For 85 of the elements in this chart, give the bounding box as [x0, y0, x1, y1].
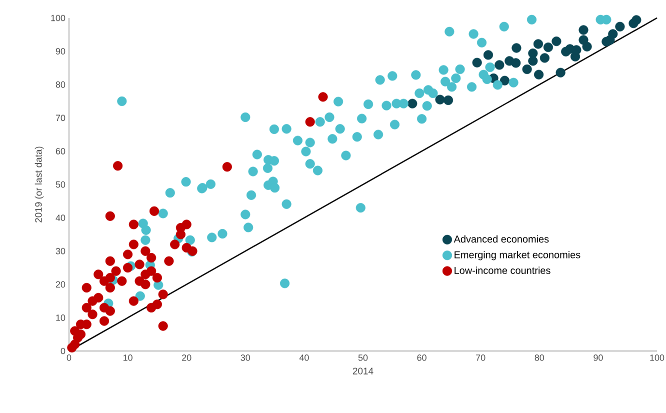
y-tick-label: 100: [51, 14, 66, 22]
x-tick-label: 90: [594, 354, 603, 361]
point: [494, 60, 504, 70]
point: [632, 15, 642, 25]
point: [111, 266, 121, 276]
point: [82, 302, 92, 313]
x-tick-label: 100: [650, 354, 664, 361]
point: [500, 76, 510, 86]
point: [572, 45, 582, 55]
point: [146, 252, 156, 263]
point: [82, 282, 92, 293]
x-tick-label: 80: [534, 354, 544, 361]
point: [543, 42, 554, 52]
y-tick-label: 60: [56, 148, 66, 154]
point: [511, 58, 521, 68]
point: [128, 296, 138, 306]
point: [94, 270, 104, 280]
point: [435, 94, 445, 104]
y-tick-label: 40: [56, 214, 66, 221]
point: [533, 39, 544, 49]
x-axis-title: 2014: [352, 368, 374, 374]
y-tick-label: 50: [56, 181, 66, 188]
point: [182, 220, 192, 230]
point: [483, 50, 494, 60]
y-tick-label: 0: [60, 348, 66, 354]
point: [158, 321, 168, 331]
legend-label: Low-income countries: [454, 266, 550, 274]
point: [552, 36, 562, 46]
point: [582, 42, 592, 52]
point: [113, 161, 123, 171]
point: [105, 306, 115, 316]
point: [105, 256, 115, 266]
point: [318, 92, 328, 102]
point: [522, 64, 532, 74]
point: [128, 220, 138, 230]
y-tick-label: 20: [56, 281, 66, 288]
point: [99, 316, 110, 326]
point: [408, 98, 418, 108]
x-tick-label: 60: [417, 354, 426, 361]
point: [105, 282, 115, 293]
point: [528, 56, 538, 66]
point: [152, 300, 162, 310]
y-tick-label: 80: [56, 81, 66, 88]
point: [88, 310, 98, 320]
point: [123, 262, 133, 273]
x-tick-label: 40: [299, 354, 309, 361]
point: [149, 206, 160, 216]
point: [70, 326, 80, 336]
point: [615, 22, 625, 32]
y-tick-label: 10: [56, 314, 66, 321]
point: [140, 246, 150, 256]
y-axis-title: 2019 (or last data): [34, 146, 44, 222]
x-tick-label: 50: [358, 354, 368, 361]
y-tick-label: 90: [56, 48, 66, 54]
point: [140, 280, 150, 290]
point: [128, 240, 138, 250]
point: [134, 260, 144, 270]
point: [305, 117, 315, 127]
point: [472, 58, 482, 68]
point: [94, 292, 104, 303]
point: [158, 290, 168, 300]
y-tick-label: 30: [56, 248, 66, 254]
x-tick-label: 30: [240, 354, 250, 361]
point: [105, 272, 115, 283]
point: [123, 250, 133, 260]
legend-label: Advanced economies: [454, 235, 549, 243]
point: [222, 162, 232, 172]
x-tick-label: 0: [66, 354, 72, 361]
point: [152, 272, 162, 283]
point: [605, 35, 615, 45]
x-tick-label: 70: [476, 354, 486, 361]
point: [534, 70, 544, 80]
point: [556, 68, 566, 78]
x-tick-label: 10: [124, 354, 132, 361]
point: [512, 43, 522, 53]
y-tick-label: 70: [56, 114, 66, 122]
x-tick-label: 20: [182, 354, 192, 361]
point: [578, 25, 588, 35]
point: [443, 95, 454, 106]
point: [540, 53, 550, 63]
legend-label: Emerging market economies: [454, 250, 580, 260]
point: [164, 256, 174, 266]
point: [117, 276, 127, 286]
point: [105, 211, 115, 221]
point: [170, 240, 180, 250]
